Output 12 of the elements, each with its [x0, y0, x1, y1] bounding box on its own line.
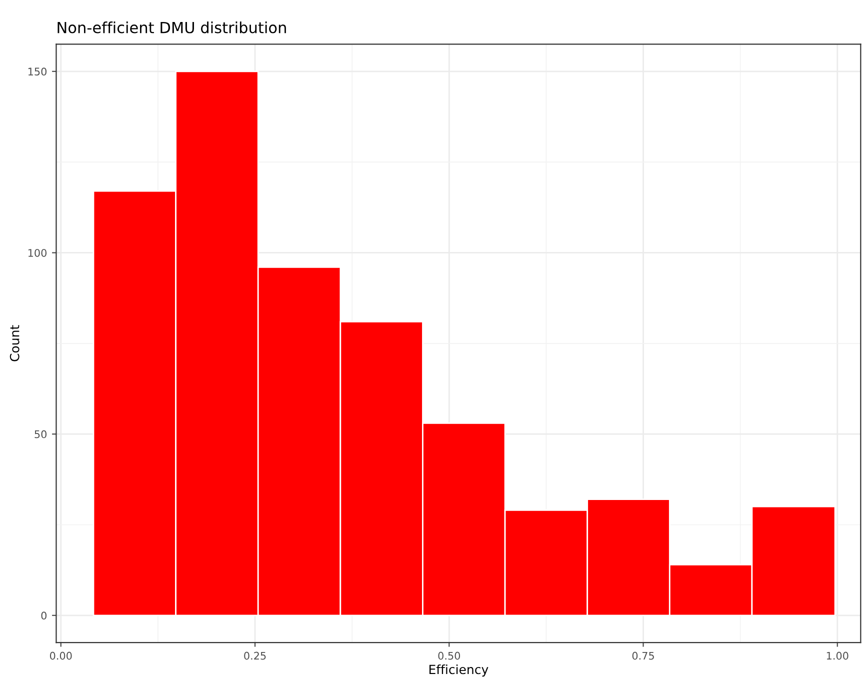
x-tick-label: 0.00 [50, 652, 72, 660]
chart-title: Non-efficient DMU distribution [58, 21, 286, 34]
y-tick-label: 100 [28, 248, 47, 257]
x-tick-label: 1.00 [826, 652, 848, 660]
x-tick-label: 0.75 [632, 652, 654, 660]
x-tick-label: 0.50 [438, 652, 460, 660]
x-tick-label: 0.25 [244, 652, 266, 660]
y-tick-label: 150 [28, 68, 47, 76]
y-tick-label: 0 [41, 612, 47, 620]
y-tick-label: 50 [34, 430, 47, 438]
x-axis-title: Efficiency [429, 664, 488, 677]
y-axis-title: Count [10, 325, 20, 362]
